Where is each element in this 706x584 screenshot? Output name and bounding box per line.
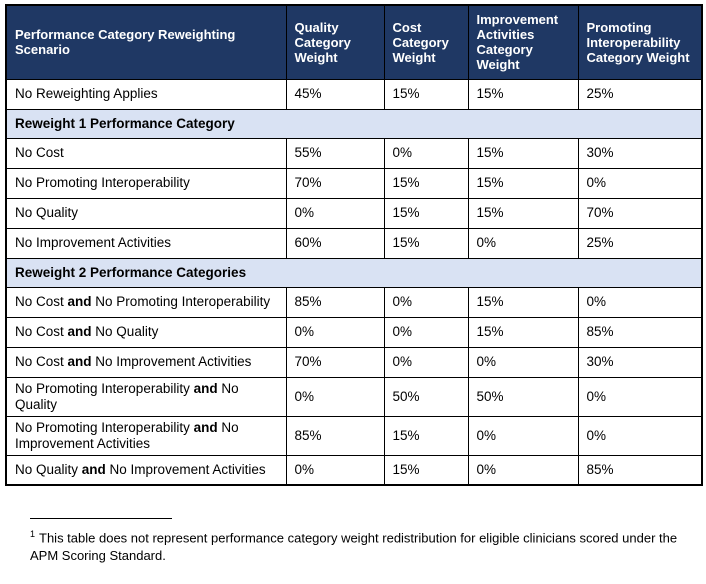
table-row: No Improvement Activities 60% 15% 0% 25% <box>5 227 703 259</box>
weight-value-cell: 85% <box>577 316 703 348</box>
table-row: No Cost 55% 0% 15% 30% <box>5 137 703 169</box>
footnote-body: This table does not represent performanc… <box>30 530 678 564</box>
footnote-text: 1 This table does not represent performan… <box>30 525 685 565</box>
weight-value-cell: 15% <box>383 227 469 259</box>
footnote-separator-rule <box>30 518 172 519</box>
table-row: No Quality and No Improvement Activities… <box>5 454 703 486</box>
column-header-1: Quality Category Weight <box>285 4 385 80</box>
table-row: No Cost and No Quality 0% 0% 15% 85% <box>5 316 703 348</box>
section-row: Reweight 2 Performance Categories <box>5 257 703 288</box>
table-row: No Cost and No Promoting Interoperabilit… <box>5 286 703 318</box>
weight-value-cell: 70% <box>577 197 703 229</box>
weight-value-cell: 0% <box>285 454 385 486</box>
weight-value-cell: 30% <box>577 137 703 169</box>
weight-value-cell: 0% <box>577 167 703 199</box>
weight-value-cell: 85% <box>577 454 703 486</box>
weight-value-cell: 15% <box>467 167 579 199</box>
weight-value-cell: 0% <box>577 415 703 456</box>
table-row: No Promoting Interoperability and No Qua… <box>5 376 703 417</box>
weight-value-cell: 30% <box>577 346 703 378</box>
weight-value-cell: 15% <box>467 197 579 229</box>
column-header-3: Improvement Activities Category Weight <box>467 4 579 80</box>
scenario-cell: No Improvement Activities <box>5 227 287 259</box>
weight-value-cell: 0% <box>577 286 703 318</box>
weight-value-cell: 60% <box>285 227 385 259</box>
weight-value-cell: 0% <box>285 197 385 229</box>
weight-value-cell: 0% <box>467 227 579 259</box>
weight-value-cell: 15% <box>467 286 579 318</box>
reweighting-scenarios-table: Performance Category Reweighting Scenari… <box>5 4 703 486</box>
weight-value-cell: 0% <box>467 415 579 456</box>
weight-value-cell: 15% <box>383 415 469 456</box>
scenario-cell: No Cost and No Quality <box>5 316 287 348</box>
weight-value-cell: 25% <box>577 227 703 259</box>
scenario-cell: No Cost and No Promoting Interoperabilit… <box>5 286 287 318</box>
weight-value-cell: 15% <box>467 78 579 110</box>
weight-value-cell: 0% <box>383 286 469 318</box>
weight-value-cell: 55% <box>285 137 385 169</box>
weight-value-cell: 0% <box>467 346 579 378</box>
table-row: No Quality 0% 15% 15% 70% <box>5 197 703 229</box>
weight-value-cell: 45% <box>285 78 385 110</box>
column-header-0: Performance Category Reweighting Scenari… <box>5 4 287 80</box>
section-label: Reweight 2 Performance Categories <box>5 257 703 288</box>
weight-value-cell: 0% <box>383 137 469 169</box>
weight-value-cell: 15% <box>383 167 469 199</box>
section-row: Reweight 1 Performance Category <box>5 108 703 139</box>
column-header-4: Promoting Interoperability Category Weig… <box>577 4 703 80</box>
scenario-cell: No Promoting Interoperability and No Imp… <box>5 415 287 456</box>
weight-value-cell: 0% <box>285 316 385 348</box>
weight-value-cell: 15% <box>383 78 469 110</box>
scenario-cell: No Promoting Interoperability and No Qua… <box>5 376 287 417</box>
weight-value-cell: 50% <box>467 376 579 417</box>
weight-value-cell: 0% <box>467 454 579 486</box>
scenario-cell: No Quality <box>5 197 287 229</box>
scenario-cell: No Cost and No Improvement Activities <box>5 346 287 378</box>
table-row: No Promoting Interoperability and No Imp… <box>5 415 703 456</box>
scenario-cell: No Promoting Interoperability <box>5 167 287 199</box>
weight-value-cell: 15% <box>467 316 579 348</box>
weight-value-cell: 70% <box>285 167 385 199</box>
table-row: No Cost and No Improvement Activities 70%… <box>5 346 703 378</box>
weight-value-cell: 85% <box>285 415 385 456</box>
table-row: No Reweighting Applies 45% 15% 15% 25% <box>5 78 703 110</box>
scenario-cell: No Cost <box>5 137 287 169</box>
weight-value-cell: 85% <box>285 286 385 318</box>
weight-value-cell: 15% <box>383 197 469 229</box>
weight-value-cell: 50% <box>383 376 469 417</box>
footnote: 1 This table does not represent performan… <box>30 518 701 565</box>
column-header-2: Cost Category Weight <box>383 4 469 80</box>
weight-value-cell: 70% <box>285 346 385 378</box>
weight-value-cell: 25% <box>577 78 703 110</box>
weight-value-cell: 0% <box>383 346 469 378</box>
weight-value-cell: 15% <box>383 454 469 486</box>
table-header-row: Performance Category Reweighting Scenari… <box>5 4 703 80</box>
weight-value-cell: 0% <box>577 376 703 417</box>
section-label: Reweight 1 Performance Category <box>5 108 703 139</box>
scenario-cell: No Reweighting Applies <box>5 78 287 110</box>
footnote-marker: 1 <box>30 529 36 539</box>
table-row: No Promoting Interoperability 70% 15% 15% 0% <box>5 167 703 199</box>
weight-value-cell: 0% <box>383 316 469 348</box>
weight-value-cell: 15% <box>467 137 579 169</box>
weight-value-cell: 0% <box>285 376 385 417</box>
scenario-cell: No Quality and No Improvement Activities <box>5 454 287 486</box>
